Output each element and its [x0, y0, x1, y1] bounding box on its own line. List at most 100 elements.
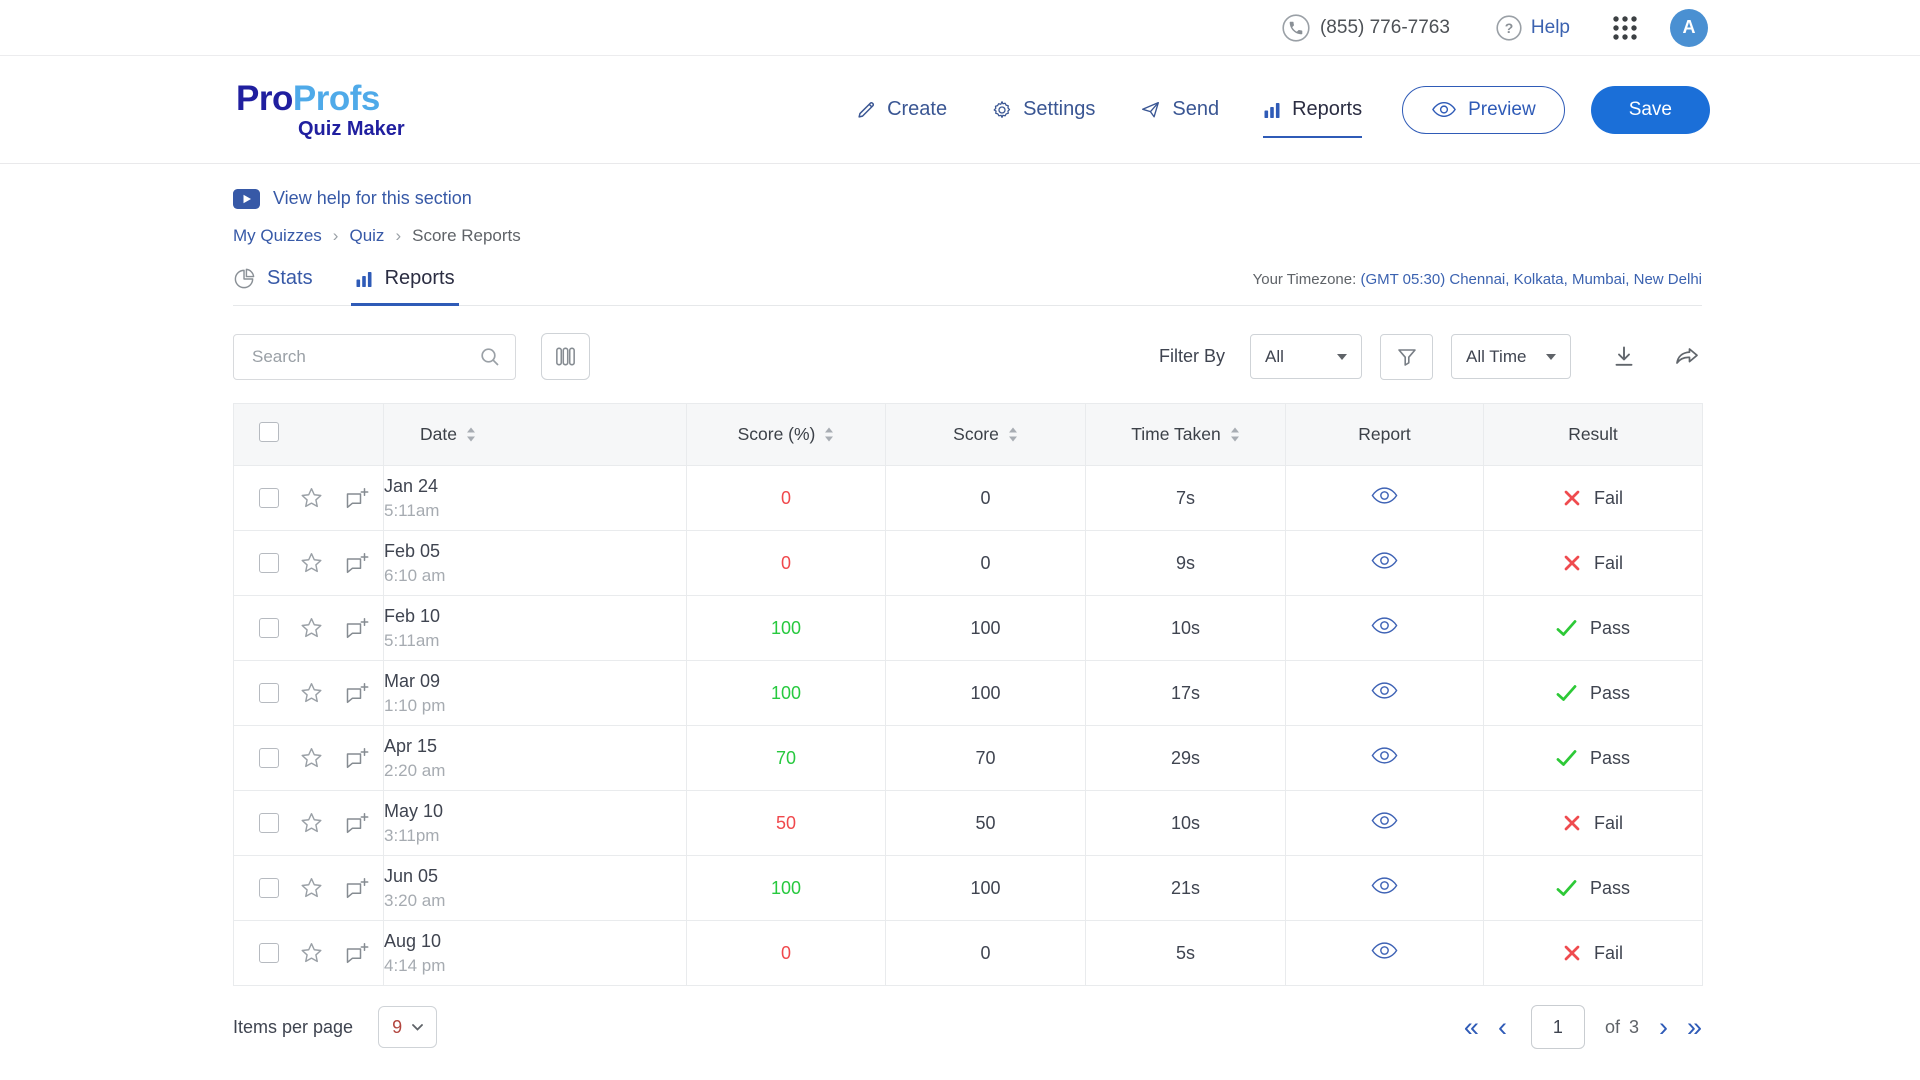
- avatar[interactable]: A: [1670, 8, 1708, 47]
- breadcrumb-quiz[interactable]: Quiz: [349, 226, 385, 245]
- filter-button[interactable]: [1380, 333, 1433, 380]
- row-checkbox[interactable]: [259, 683, 279, 703]
- pass-check-icon: [1556, 879, 1577, 897]
- nav-send-label: Send: [1172, 98, 1220, 120]
- share-icon[interactable]: [1673, 344, 1702, 369]
- row-time: 3:20 am: [384, 890, 446, 910]
- table-row: Apr 15 2:20 am 70 70 29s Pass: [233, 725, 1703, 791]
- search-icon: [479, 346, 501, 368]
- nav-settings[interactable]: Settings: [991, 98, 1095, 121]
- row-score-percent: 70: [775, 747, 797, 768]
- download-icon[interactable]: [1611, 344, 1637, 369]
- appbar: ProProfs Quiz Maker Create Settings Send: [0, 56, 1920, 164]
- save-button[interactable]: Save: [1590, 85, 1710, 134]
- apps-grid-icon[interactable]: [1612, 15, 1638, 41]
- row-checkbox[interactable]: [259, 943, 279, 963]
- row-time-taken: 29s: [1085, 725, 1286, 791]
- view-report-eye-icon[interactable]: [1370, 747, 1399, 764]
- avatar-initial: A: [1682, 17, 1696, 37]
- add-note-icon[interactable]: [344, 617, 370, 640]
- view-report-eye-icon[interactable]: [1370, 617, 1399, 634]
- nav-send[interactable]: Send: [1139, 98, 1219, 121]
- add-note-icon[interactable]: [344, 682, 370, 705]
- star-icon[interactable]: [300, 812, 323, 834]
- row-time-taken: 7s: [1085, 465, 1286, 531]
- nav-reports-label: Reports: [1292, 98, 1363, 120]
- items-per-page-select[interactable]: 9: [378, 1006, 438, 1048]
- filter-dropdown[interactable]: All: [1250, 334, 1362, 379]
- view-report-eye-icon[interactable]: [1370, 877, 1399, 894]
- star-icon[interactable]: [300, 942, 323, 964]
- column-header-result: Result: [1483, 403, 1703, 466]
- columns-button[interactable]: [541, 333, 590, 380]
- last-page-button[interactable]: »: [1686, 1011, 1702, 1042]
- view-report-eye-icon[interactable]: [1370, 942, 1399, 959]
- star-icon[interactable]: [300, 747, 323, 769]
- tab-stats[interactable]: Stats: [233, 267, 313, 305]
- page-number-input[interactable]: [1530, 1005, 1585, 1049]
- sort-icon[interactable]: [1230, 427, 1240, 442]
- sort-icon[interactable]: [1008, 427, 1018, 442]
- row-checkbox[interactable]: [259, 618, 279, 638]
- star-icon[interactable]: [300, 617, 323, 639]
- search-input[interactable]: [250, 345, 479, 368]
- time-range-value: All Time: [1466, 346, 1527, 366]
- help-link[interactable]: ? Help: [1496, 14, 1570, 41]
- star-icon[interactable]: [300, 487, 323, 509]
- nav-reports[interactable]: Reports: [1263, 98, 1363, 138]
- add-note-icon[interactable]: [344, 487, 370, 510]
- row-time: 5:11am: [384, 630, 440, 650]
- time-range-dropdown[interactable]: All Time: [1451, 334, 1571, 379]
- row-checkbox[interactable]: [259, 813, 279, 833]
- result-label: Fail: [1593, 487, 1623, 508]
- row-checkbox[interactable]: [259, 748, 279, 768]
- toolbar-right: Filter By All All Time: [1159, 333, 1702, 380]
- star-icon[interactable]: [300, 682, 323, 704]
- sort-icon[interactable]: [824, 427, 834, 442]
- phone-contact[interactable]: (855) 776-7763: [1282, 13, 1450, 42]
- tab-reports-label: Reports: [384, 267, 455, 289]
- filter-dropdown-value: All: [1265, 346, 1284, 366]
- stats-pie-icon: [233, 267, 256, 290]
- add-note-icon[interactable]: [344, 812, 370, 835]
- select-all-checkbox[interactable]: [259, 422, 279, 442]
- add-note-icon[interactable]: [344, 942, 370, 965]
- caret-down-icon: [1337, 353, 1347, 360]
- first-page-button[interactable]: «: [1463, 1011, 1479, 1042]
- row-checkbox[interactable]: [259, 553, 279, 573]
- star-icon[interactable]: [300, 552, 323, 574]
- logo-wordmark: ProProfs: [236, 78, 380, 118]
- row-checkbox[interactable]: [259, 878, 279, 898]
- view-report-eye-icon[interactable]: [1370, 487, 1399, 504]
- nav-create[interactable]: Create: [855, 98, 947, 121]
- row-score: 0: [885, 920, 1086, 986]
- breadcrumb-my-quizzes[interactable]: My Quizzes: [233, 226, 322, 245]
- preview-button[interactable]: Preview: [1402, 85, 1565, 134]
- proprofs-logo[interactable]: ProProfs Quiz Maker: [236, 81, 405, 139]
- report-table-body: Jan 24 5:11am 0 0 7s Fail: [233, 465, 1703, 986]
- add-note-icon[interactable]: [344, 747, 370, 770]
- next-page-button[interactable]: ›: [1658, 1011, 1668, 1042]
- timezone-value[interactable]: (GMT 05:30) Chennai, Kolkata, Mumbai, Ne…: [1360, 271, 1702, 288]
- view-report-eye-icon[interactable]: [1370, 682, 1399, 699]
- column-header-time-taken[interactable]: Time Taken: [1085, 403, 1286, 466]
- column-header-date[interactable]: Date: [383, 403, 687, 466]
- view-help-link[interactable]: View help for this section: [233, 188, 1702, 209]
- toolbar: Filter By All All Time: [233, 333, 1702, 380]
- view-report-eye-icon[interactable]: [1370, 552, 1399, 569]
- star-icon[interactable]: [300, 877, 323, 899]
- sort-icon[interactable]: [466, 427, 476, 442]
- row-time: 2:20 am: [384, 760, 446, 780]
- nav-settings-label: Settings: [1023, 98, 1096, 120]
- add-note-icon[interactable]: [344, 877, 370, 900]
- previous-page-button[interactable]: ‹: [1497, 1011, 1507, 1042]
- row-checkbox[interactable]: [259, 488, 279, 508]
- column-header-score-pct[interactable]: Score (%): [686, 403, 886, 466]
- column-header-score[interactable]: Score: [885, 403, 1086, 466]
- row-date: Jun 05: [384, 865, 439, 886]
- breadcrumb-current: Score Reports: [412, 226, 521, 245]
- tab-reports[interactable]: Reports: [350, 267, 459, 306]
- add-note-icon[interactable]: [344, 552, 370, 575]
- view-report-eye-icon[interactable]: [1370, 812, 1399, 829]
- row-score: 100: [885, 855, 1086, 921]
